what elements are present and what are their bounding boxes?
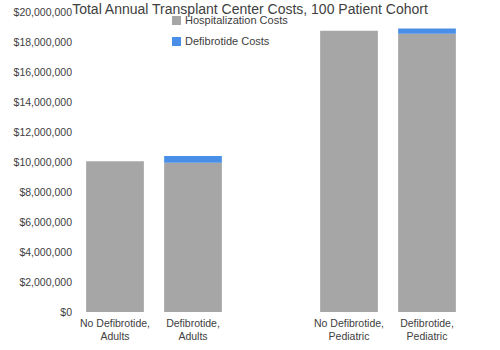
x-tick-label-line: Pediatric xyxy=(329,330,370,342)
bar-segment xyxy=(86,161,144,312)
x-tick-label-line: Adults xyxy=(178,330,207,342)
legend-label: Defibrotide Costs xyxy=(185,35,270,47)
bar-segment xyxy=(164,163,222,312)
y-tick-label: $4,000,000 xyxy=(19,246,72,258)
x-tick-label-line: Pediatric xyxy=(407,330,448,342)
y-tick-label: $18,000,000 xyxy=(14,36,73,48)
chart: Total Annual Transplant Center Costs, 10… xyxy=(0,0,500,350)
x-tick-label-line: No Defibrotide, xyxy=(80,317,150,329)
x-tick-label: No Defibrotide,Pediatric xyxy=(314,317,384,342)
y-tick-label: $12,000,000 xyxy=(14,126,73,138)
bar-segment xyxy=(320,30,378,31)
legend-label: Hospitalization Costs xyxy=(185,14,288,26)
bar-segment xyxy=(164,156,222,163)
bar-segment xyxy=(86,161,144,162)
y-tick-label: $10,000,000 xyxy=(14,156,73,168)
legend-swatch xyxy=(172,16,181,25)
y-tick-label: $2,000,000 xyxy=(19,276,72,288)
bar-segment xyxy=(320,31,378,312)
y-tick-label: $6,000,000 xyxy=(19,216,72,228)
y-tick-label: $20,000,000 xyxy=(14,6,73,18)
x-tick-label-line: No Defibrotide, xyxy=(314,317,384,329)
x-tick-label-line: Defibrotide, xyxy=(166,317,220,329)
y-tick-label: $0 xyxy=(60,306,72,318)
bar-segment xyxy=(398,34,456,312)
y-tick-label: $8,000,000 xyxy=(19,186,72,198)
x-tick-label: No Defibrotide,Adults xyxy=(80,317,150,342)
bars xyxy=(86,29,456,313)
y-tick-label: $14,000,000 xyxy=(14,96,73,108)
x-tick-label: Defibrotide,Pediatric xyxy=(400,317,454,342)
y-tick-label: $16,000,000 xyxy=(14,66,73,78)
bar-segment xyxy=(398,29,456,34)
legend-swatch xyxy=(172,37,181,46)
x-tick-label-line: Adults xyxy=(100,330,129,342)
x-tick-label: Defibrotide,Adults xyxy=(166,317,220,342)
x-tick-label-line: Defibrotide, xyxy=(400,317,454,329)
